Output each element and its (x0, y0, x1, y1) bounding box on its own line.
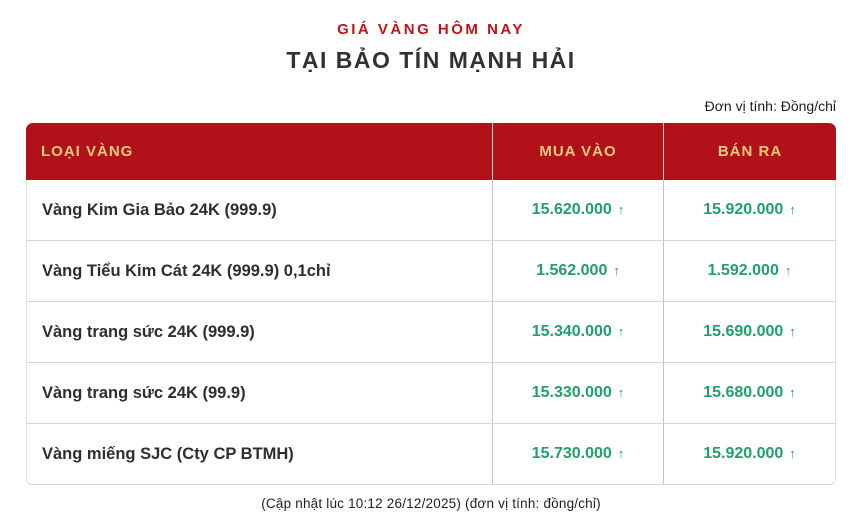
up-arrow-icon: ↑ (617, 446, 625, 461)
buy-price-value: 1.562.000 (536, 262, 608, 279)
cell-sell-price: 15.690.000 ↑ (663, 302, 836, 363)
footer-note: (Cập nhật lúc 10:12 26/12/2025) (đơn vị … (261, 496, 601, 511)
buy-price-value: 15.620.000 (531, 201, 612, 218)
up-arrow-icon: ↑ (617, 202, 625, 217)
table-row: Vàng trang sức 24K (99.9) 15.330.000 ↑ 15… (26, 363, 836, 424)
cell-buy-price: 15.620.000 ↑ (492, 180, 663, 241)
up-arrow-icon: ↑ (789, 446, 796, 461)
gold-price-page: GIÁ VÀNG HÔM NAY TẠI BẢO TÍN MẠNH HẢI Đơ… (26, 21, 836, 511)
buy-price-value: 15.330.000 (531, 384, 612, 401)
up-arrow-icon: ↑ (617, 385, 625, 400)
cell-gold-type: Vàng trang sức 24K (99.9) (26, 363, 492, 424)
table-row: Vàng Kim Gia Bảo 24K (999.9) 15.620.000 ↑… (26, 180, 836, 241)
cell-gold-type: Vàng trang sức 24K (999.9) (26, 302, 492, 363)
cell-buy-price: 15.330.000 ↑ (492, 363, 663, 424)
column-header-sell: BÁN RA (663, 123, 836, 180)
cell-buy-price: 1.562.000 ↑ (492, 241, 663, 302)
up-arrow-icon: ↑ (613, 263, 620, 278)
cell-sell-price: 15.920.000 ↑ (663, 180, 836, 241)
cell-sell-price: 15.680.000 ↑ (663, 363, 836, 424)
cell-gold-type: Vàng Kim Gia Bảo 24K (999.9) (26, 180, 492, 241)
sell-price-value: 1.592.000 (707, 262, 779, 279)
up-arrow-icon: ↑ (789, 385, 796, 400)
page-title: GIÁ VÀNG HÔM NAY (337, 21, 525, 38)
up-arrow-icon: ↑ (784, 263, 792, 278)
up-arrow-icon: ↑ (617, 324, 625, 339)
buy-price-value: 15.340.000 (531, 323, 612, 340)
up-arrow-icon: ↑ (789, 202, 796, 217)
sell-price-value: 15.920.000 (703, 445, 784, 462)
table-row: Vàng trang sức 24K (999.9) 15.340.000 ↑ 1… (26, 302, 836, 363)
cell-sell-price: 15.920.000 ↑ (663, 424, 836, 485)
cell-sell-price: 1.592.000 ↑ (663, 241, 836, 302)
table-header-row: LOẠI VÀNG MUA VÀO BÁN RA (26, 123, 836, 180)
table-row: Vàng Tiểu Kim Cát 24K (999.9) 0,1chỉ 1.5… (26, 241, 836, 302)
table-row: Vàng miếng SJC (Cty CP BTMH) 15.730.000 ↑… (26, 424, 836, 485)
up-arrow-icon: ↑ (789, 324, 796, 339)
unit-note: Đơn vị tính: Đồng/chỉ (704, 98, 836, 114)
cell-gold-type: Vàng Tiểu Kim Cát 24K (999.9) 0,1chỉ (26, 241, 492, 302)
sell-price-value: 15.690.000 (703, 323, 784, 340)
column-header-type: LOẠI VÀNG (26, 123, 492, 180)
cell-gold-type: Vàng miếng SJC (Cty CP BTMH) (26, 424, 492, 485)
gold-price-table-container: Đơn vị tính: Đồng/chỉ LOẠI VÀNG MUA VÀO … (26, 98, 836, 485)
cell-buy-price: 15.340.000 ↑ (492, 302, 663, 363)
sell-price-value: 15.920.000 (703, 201, 784, 218)
sell-price-value: 15.680.000 (703, 384, 784, 401)
column-header-buy: MUA VÀO (492, 123, 663, 180)
cell-buy-price: 15.730.000 ↑ (492, 424, 663, 485)
page-subtitle: TẠI BẢO TÍN MẠNH HẢI (286, 47, 576, 73)
buy-price-value: 15.730.000 (531, 445, 612, 462)
gold-price-table: LOẠI VÀNG MUA VÀO BÁN RA Vàng Kim Gia Bả… (26, 123, 836, 485)
